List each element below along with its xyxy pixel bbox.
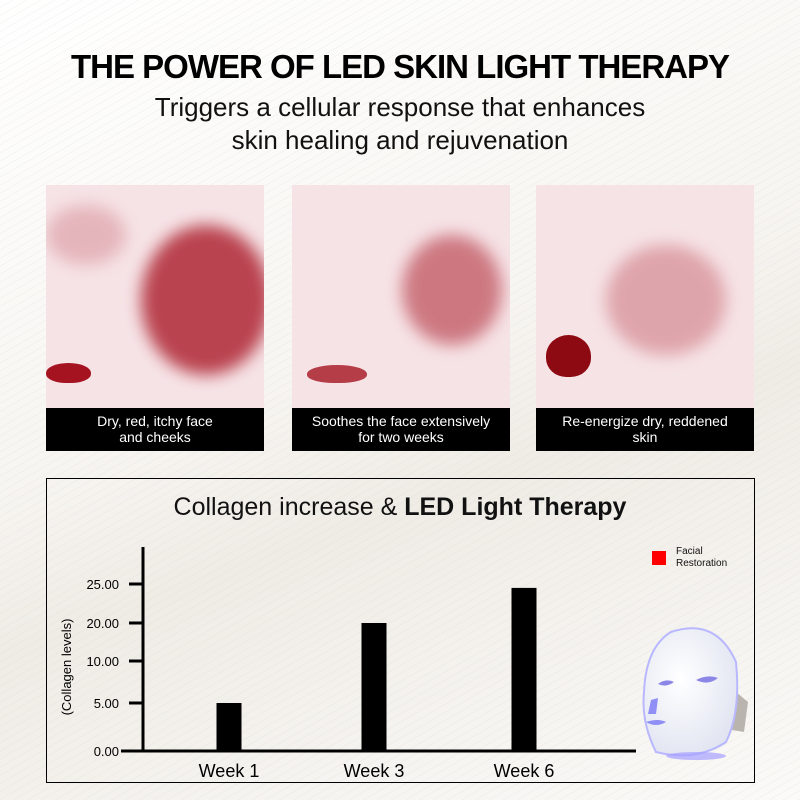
- bar: [361, 623, 387, 751]
- chart-legend: Facial Restoration: [652, 546, 746, 570]
- x-tick-label: Week 3: [344, 761, 405, 781]
- y-tick-label: 10.00: [86, 654, 119, 669]
- subtitle-line-2: skin healing and rejuvenation: [231, 125, 569, 155]
- bar: [216, 703, 242, 751]
- chart-title: Collagen increase & LED Light Therapy: [173, 493, 627, 521]
- photo-caption: Soothes the face extensively for two week…: [292, 408, 510, 451]
- skin-photo-after: [536, 185, 754, 408]
- y-axis-label: (Collagen levels): [59, 619, 74, 716]
- y-tick-label: 5.00: [94, 696, 119, 711]
- y-tick-label: 25.00: [86, 577, 119, 592]
- chart-frame: [46, 478, 755, 783]
- skin-photo-before: [46, 185, 264, 408]
- skin-photo-two-weeks: [292, 185, 510, 408]
- photo-caption: Dry, red, itchy face and cheeks: [46, 408, 264, 451]
- x-tick-label: Week 1: [199, 761, 260, 781]
- bar: [511, 587, 537, 751]
- led-mask-image: [642, 627, 748, 760]
- legend-label: Restoration: [676, 558, 728, 569]
- legend-label: Facial: [676, 546, 703, 557]
- y-tick-label: 20.00: [86, 616, 119, 631]
- y-tick-label: 0.00: [94, 744, 119, 759]
- legend-swatch: [652, 551, 666, 565]
- photo-caption: Re-energize dry, reddened skin: [536, 408, 754, 451]
- subtitle-line-1: Triggers a cellular response that enhanc…: [154, 92, 646, 122]
- page-title: THE POWER OF LED SKIN LIGHT THERAPY: [70, 48, 730, 85]
- x-tick-label: Week 6: [494, 761, 555, 781]
